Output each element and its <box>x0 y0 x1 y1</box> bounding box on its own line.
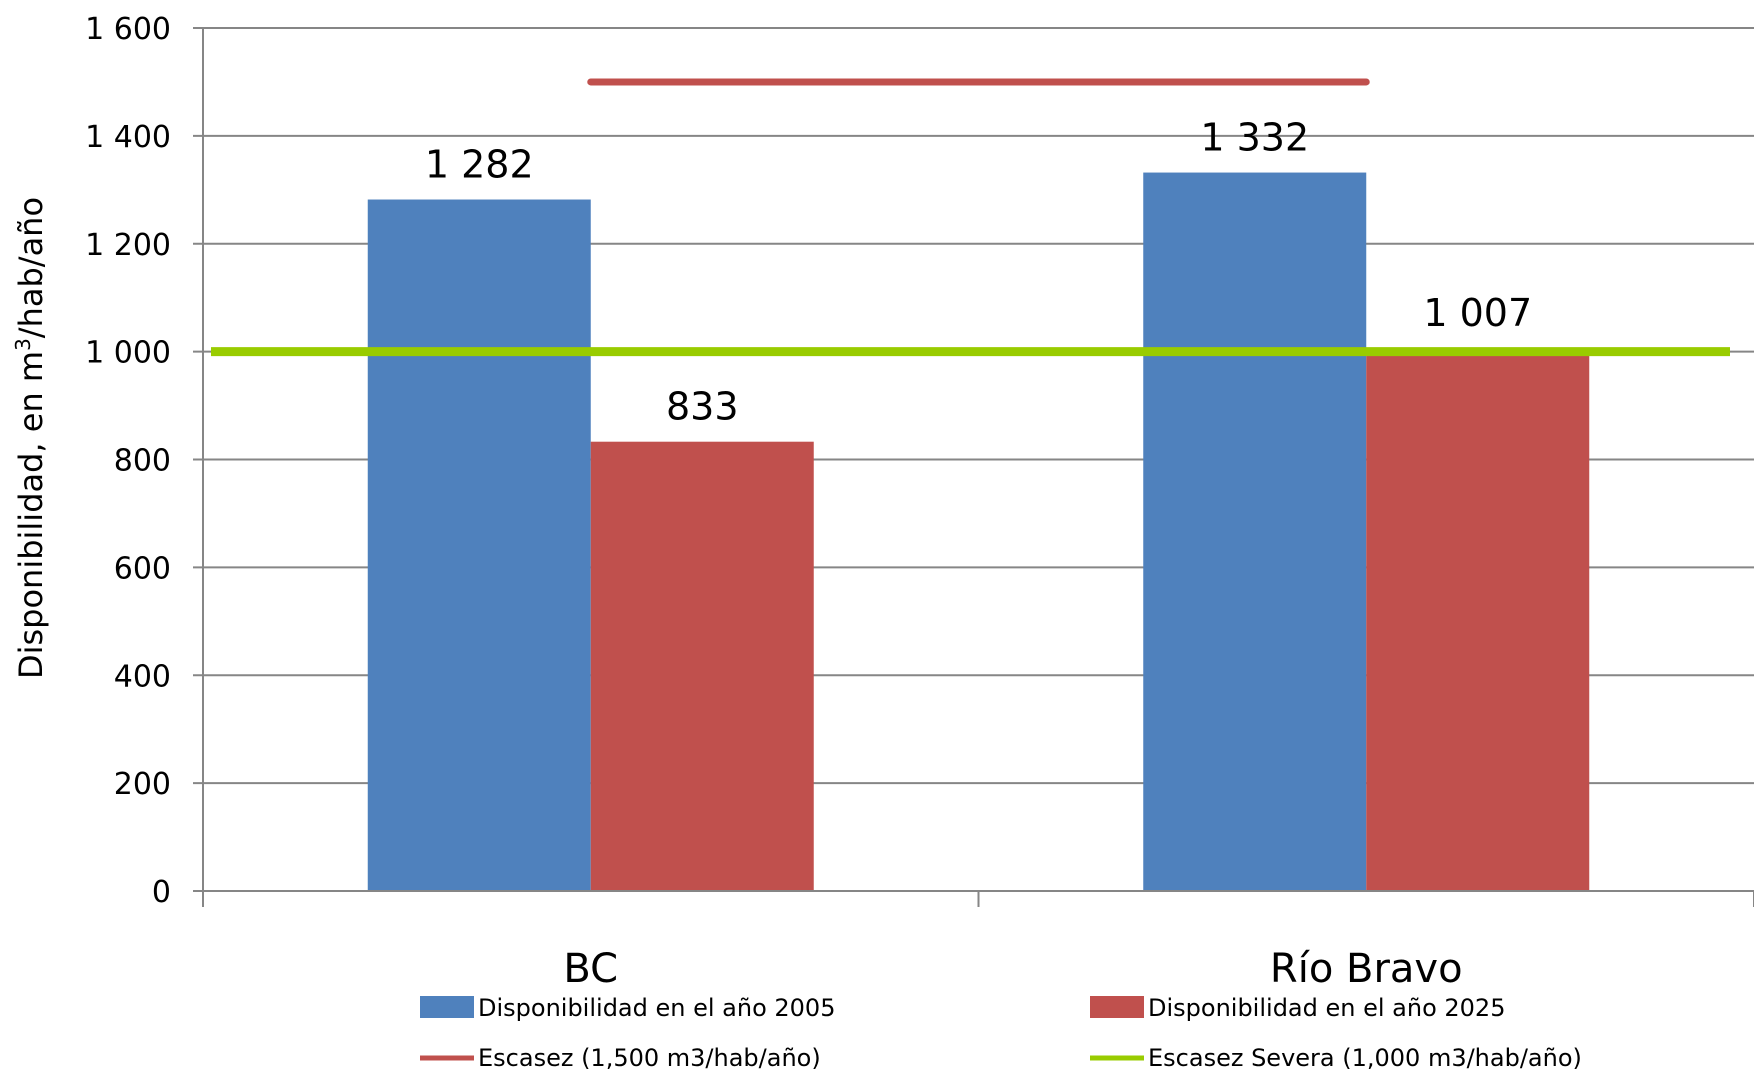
y-tick-label: 0 <box>152 875 171 910</box>
data-label: 1 007 <box>1423 291 1532 335</box>
bar <box>1366 347 1590 891</box>
y-axis-label: Disponibilidad, en m3/hab/año <box>11 197 50 679</box>
legend-label: Escasez (1,500 m3/hab/año) <box>478 1044 821 1072</box>
legend-label: Escasez Severa (1,000 m3/hab/año) <box>1148 1044 1582 1072</box>
y-tick-label: 1 400 <box>85 120 171 155</box>
category-label: Río Bravo <box>1270 946 1463 992</box>
y-tick-label: 1 200 <box>85 228 171 263</box>
y-tick-label: 200 <box>114 767 171 802</box>
y-tick-labels: 0 200 400 600 800 1 000 1 200 1 400 1 600 <box>85 12 171 910</box>
y-tick-label: 1 600 <box>85 12 171 47</box>
bars <box>367 172 1590 892</box>
bar <box>367 199 591 892</box>
y-tick-label: 800 <box>114 444 171 479</box>
legend-swatch <box>1090 996 1144 1018</box>
legend-item: Disponibilidad en el año 2025 <box>1090 994 1505 1022</box>
legend: Disponibilidad en el año 2005 Disponibili… <box>420 994 1582 1072</box>
y-tick-label: 600 <box>114 551 171 586</box>
data-labels: 1 282 833 1 332 1 007 <box>425 116 1532 429</box>
y-tick-label: 400 <box>114 659 171 694</box>
y-tick-label: 1 000 <box>85 336 171 371</box>
legend-item: Escasez Severa (1,000 m3/hab/año) <box>1090 1044 1582 1072</box>
data-label: 833 <box>666 385 739 429</box>
category-labels: BC Río Bravo <box>563 946 1462 992</box>
data-label: 1 282 <box>425 143 534 187</box>
bar <box>590 441 814 891</box>
legend-label: Disponibilidad en el año 2025 <box>1148 994 1505 1022</box>
legend-swatch <box>420 996 474 1018</box>
category-label: BC <box>563 946 618 992</box>
reference-lines <box>211 78 1730 357</box>
legend-item: Disponibilidad en el año 2005 <box>420 994 835 1022</box>
axes <box>193 27 1754 907</box>
legend-item: Escasez (1,500 m3/hab/año) <box>420 1044 821 1072</box>
bar <box>1143 172 1367 892</box>
data-label: 1 332 <box>1200 116 1309 160</box>
legend-label: Disponibilidad en el año 2005 <box>478 994 835 1022</box>
